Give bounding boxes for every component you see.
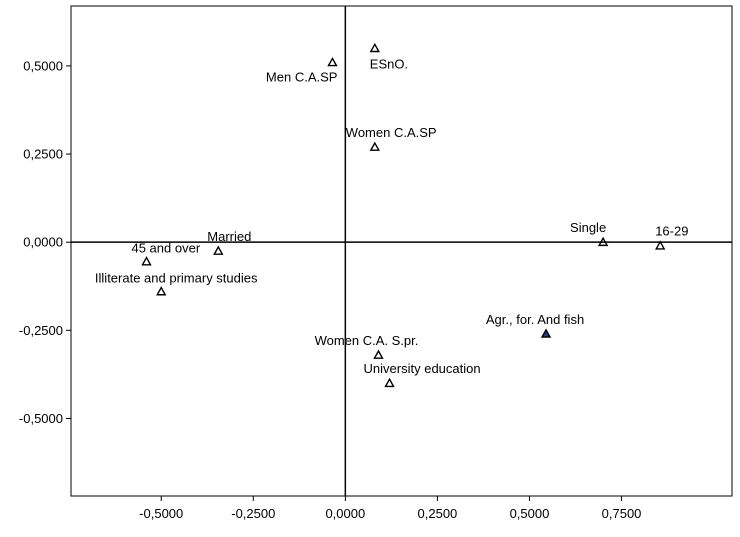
x-tick-label: -0,5000 [139, 506, 183, 521]
reference-axes [71, 6, 732, 496]
point-label: 16-29 [655, 224, 688, 239]
data-point: Single [570, 220, 609, 247]
triangle-marker [655, 240, 666, 250]
x-tick-label: 0,2500 [418, 506, 458, 521]
point-label: Men C.A.SP [266, 69, 338, 84]
triangle-marker [369, 141, 380, 151]
data-point: Men C.A.SP [266, 56, 338, 84]
triangle-marker [369, 42, 380, 53]
y-tick-label: -0,5000 [19, 411, 63, 426]
point-label: ESnO. [370, 56, 408, 71]
point-label: Women C.A. S.pr. [315, 333, 419, 348]
point-label: Illiterate and primary studies [95, 271, 258, 286]
point-label: Single [570, 220, 606, 235]
data-point: University education [364, 361, 481, 388]
axis-ticks: 0,5000 0,2500 0,0000 -0,2500 -0,5000 -0,5000 -… [19, 58, 642, 521]
data-point: 45 and over [131, 241, 201, 266]
data-point: Illiterate and primary studies [95, 271, 258, 296]
x-tick-label: 0,5000 [510, 506, 550, 521]
triangle-marker [213, 245, 224, 255]
triangle-marker [373, 349, 384, 359]
data-point: Married [207, 229, 251, 255]
triangle-marker [384, 377, 395, 388]
triangle-marker [327, 56, 338, 67]
y-tick-label: 0,2500 [23, 147, 63, 162]
y-tick-label: 0,5000 [23, 58, 63, 73]
x-tick-label: 0,7500 [602, 506, 642, 521]
data-point: Women C.A.SP [346, 125, 437, 151]
triangle-marker [141, 256, 152, 266]
plot-frame [70, 5, 733, 497]
x-tick-label: -0,2500 [231, 506, 275, 521]
triangle-marker [156, 286, 167, 296]
data-point: 16-29 [655, 224, 688, 250]
data-point: Agr., for. And fish [486, 312, 584, 338]
triangle-marker [597, 236, 609, 247]
data-point: Women C.A. S.pr. [315, 333, 419, 359]
point-label: Agr., for. And fish [486, 312, 584, 327]
triangle-marker [540, 328, 552, 338]
data-points: Men C.A.SP ESnO. Women C.A.SP Married 45 and… [95, 42, 688, 388]
point-label: Women C.A.SP [346, 125, 437, 140]
point-label: 45 and over [131, 241, 200, 256]
y-tick-label: 0,0000 [23, 235, 63, 250]
point-label: Married [207, 229, 251, 244]
x-tick-label: 0,0000 [325, 506, 365, 521]
data-point: ESnO. [369, 42, 408, 71]
y-tick-label: -0,2500 [19, 323, 63, 338]
point-label: University education [364, 361, 481, 376]
